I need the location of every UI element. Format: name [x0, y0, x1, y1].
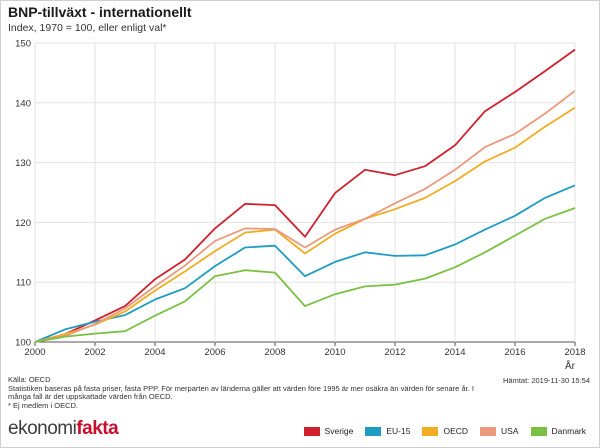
y-tick-label: 150	[15, 39, 31, 50]
legend-swatch	[422, 426, 439, 436]
retrieved-timestamp: Hämtat: 2019-11-30 15:54	[502, 376, 590, 385]
legend-swatch	[303, 426, 320, 436]
line-chart: 100 110 120 130 140 150 2000 2002 2004 2006 2008 20…	[15, 39, 585, 373]
x-tick-label: 2010	[324, 347, 345, 358]
legend-label: OECD	[443, 426, 469, 436]
legend-label: Danmark	[551, 426, 586, 436]
x-tick-label: 2008	[264, 347, 285, 358]
y-tick-label: 130	[15, 158, 31, 169]
legend-item[interactable]: Sverige	[303, 426, 354, 436]
legend-item[interactable]: EU-15	[365, 426, 410, 436]
legend-item[interactable]: Danmark	[530, 426, 586, 436]
x-tick-label: 2012	[384, 347, 405, 358]
non-member-note: * Ej medlem i OECD.	[8, 400, 79, 410]
series-line-usa	[34, 90, 576, 343]
chart-footnotes: Källa: OECD Statistiken baseras på fasta…	[8, 375, 474, 410]
legend-item[interactable]: OECD	[422, 426, 468, 436]
legend-label: Sverige	[324, 426, 354, 436]
legend-swatch	[365, 426, 382, 436]
series-line-danmark	[34, 207, 576, 343]
legend-item[interactable]: USA	[480, 426, 519, 436]
x-tick-label: 2014	[444, 347, 465, 358]
series-line-sverige	[34, 48, 576, 343]
y-tick-label: 120	[15, 218, 31, 229]
legend-swatch	[530, 426, 547, 436]
legend-label: EU-15	[386, 426, 411, 436]
chart-legend: Sverige EU-15 OECD USA Danmark	[303, 426, 586, 436]
x-axis-label: År	[565, 359, 576, 372]
series-line-eu-15	[34, 184, 576, 343]
x-tick-label: 2018	[564, 347, 585, 358]
y-tick-label: 110	[16, 278, 31, 289]
x-tick-label: 2004	[144, 347, 165, 358]
x-tick-label: 2006	[204, 347, 225, 358]
legend-swatch	[480, 426, 497, 436]
logo-part2: fakta	[76, 418, 119, 439]
y-tick-label: 100	[15, 338, 31, 349]
chart-title: BNP-tillväxt - internationellt	[8, 4, 192, 20]
source-note: Källa: OECD	[8, 375, 51, 384]
logo-part1: ekonomi	[8, 418, 77, 439]
x-tick-label: 2016	[504, 347, 525, 358]
method-note-cont: många fall är det uppskattade värden frå…	[8, 392, 173, 402]
ekonomifakta-logo: ekonomifakta	[8, 418, 119, 440]
series-line-oecd	[34, 106, 576, 343]
y-tick-label: 140	[15, 98, 31, 109]
method-note: Statistiken baseras på fasta priser, fas…	[8, 383, 474, 393]
x-tick-label: 2002	[84, 347, 105, 358]
x-tick-label: 2000	[24, 347, 45, 358]
chart-subtitle: Index, 1970 = 100, eller enligt val*	[8, 22, 167, 34]
legend-label: USA	[501, 426, 519, 436]
